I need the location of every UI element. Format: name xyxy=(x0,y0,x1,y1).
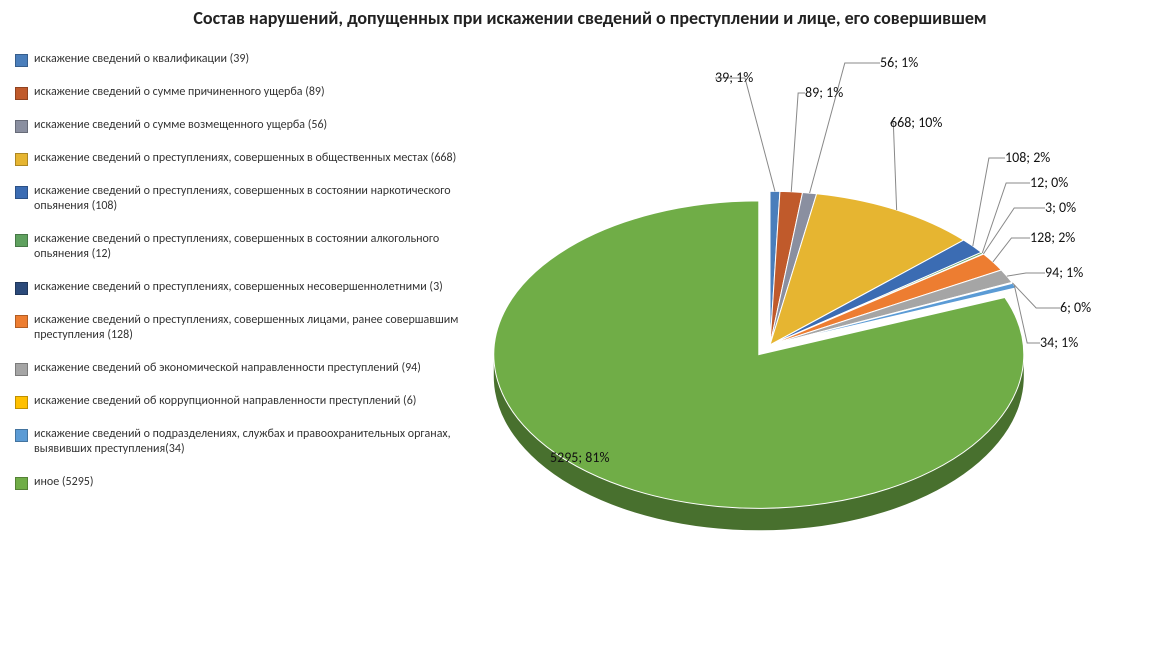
legend-swatch xyxy=(15,396,28,409)
legend-swatch xyxy=(15,186,28,199)
data-label: 34; 1% xyxy=(1040,334,1078,351)
legend-label: искажение сведений об экономической напр… xyxy=(34,361,421,376)
data-label: 108; 2% xyxy=(1005,149,1050,166)
legend-item: искажение сведений о преступлениях, сове… xyxy=(15,232,475,262)
legend-label: иное (5295) xyxy=(34,475,94,490)
legend-item: искажение сведений о сумме возмещенного … xyxy=(15,118,475,133)
legend-label: искажение сведений о преступлениях, сове… xyxy=(34,151,456,166)
legend-item: искажение сведений о преступлениях, сове… xyxy=(15,151,475,166)
legend-swatch xyxy=(15,477,28,490)
legend-swatch xyxy=(15,120,28,133)
legend-item: искажение сведений о квалификации (39) xyxy=(15,52,475,67)
legend-label: искажение сведений о преступлениях, сове… xyxy=(34,280,443,295)
legend-label: искажение сведений о сумме причиненного … xyxy=(34,85,325,100)
legend-item: иное (5295) xyxy=(15,475,475,490)
leader-line xyxy=(993,238,1030,262)
legend-swatch xyxy=(15,315,28,328)
leader-line xyxy=(791,93,805,192)
legend-label: искажение сведений о сумме возмещенного … xyxy=(34,118,327,133)
legend-swatch xyxy=(15,153,28,166)
legend-swatch xyxy=(15,234,28,247)
leader-line xyxy=(890,123,897,210)
data-label: 128; 2% xyxy=(1030,229,1075,246)
legend-label: искажение сведений о преступлениях, сове… xyxy=(34,232,464,262)
leader-line xyxy=(1012,283,1060,308)
data-label: 39; 1% xyxy=(715,69,753,86)
legend-item: искажение сведений о подразделениях, слу… xyxy=(15,427,475,457)
data-label: 89; 1% xyxy=(805,84,843,101)
legend-item: искажение сведений о преступлениях, сове… xyxy=(15,313,475,343)
legend-item: искажение сведений об экономической напр… xyxy=(15,361,475,376)
legend-swatch xyxy=(15,87,28,100)
leader-line xyxy=(982,183,1030,253)
data-label: 668; 10% xyxy=(890,114,942,131)
legend-item: искажение сведений об коррупционной напр… xyxy=(15,394,475,409)
data-label: 5295; 81% xyxy=(550,449,610,466)
leader-line xyxy=(1007,273,1045,276)
legend-item: искажение сведений о сумме причиненного … xyxy=(15,85,475,100)
legend-item: искажение сведений о преступлениях, сове… xyxy=(15,184,475,214)
leader-line xyxy=(810,63,880,193)
data-label: 3; 0% xyxy=(1045,199,1076,216)
legend-swatch xyxy=(15,282,28,295)
pie-chart: 39; 1% 89; 1% 56; 1% 668; 10% 108; 2% 12; 0% 3… xyxy=(490,55,1140,645)
legend-swatch xyxy=(15,429,28,442)
legend-item: искажение сведений о преступлениях, сове… xyxy=(15,280,475,295)
legend-label: искажение сведений об коррупционной напр… xyxy=(34,394,416,409)
legend-label: искажение сведений о подразделениях, слу… xyxy=(34,427,464,457)
legend-swatch xyxy=(15,54,28,67)
chart-title: Состав нарушений, допущенных при искажен… xyxy=(155,8,1025,30)
legend-swatch xyxy=(15,363,28,376)
legend-label: искажение сведений о преступлениях, сове… xyxy=(34,313,464,343)
data-label: 12; 0% xyxy=(1030,174,1068,191)
data-label: 6; 0% xyxy=(1060,299,1091,316)
data-label: 56; 1% xyxy=(880,55,918,71)
leader-line xyxy=(715,78,775,191)
legend: искажение сведений о квалификации (39) ис… xyxy=(15,52,475,508)
legend-label: искажение сведений о преступлениях, сове… xyxy=(34,184,464,214)
legend-label: искажение сведений о квалификации (39) xyxy=(34,52,249,67)
pie-svg: 39; 1% 89; 1% 56; 1% 668; 10% 108; 2% 12; 0% 3… xyxy=(490,55,1140,645)
data-label: 94; 1% xyxy=(1045,264,1083,281)
